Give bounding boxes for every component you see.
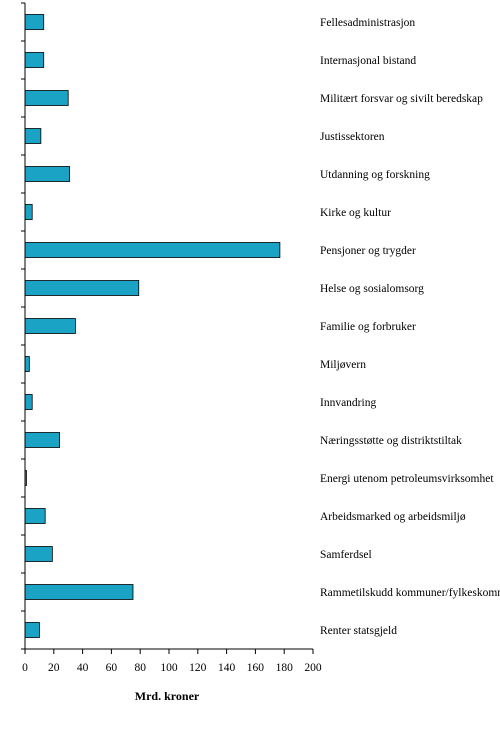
bar (24, 128, 42, 144)
category-label: Innvandring (320, 397, 376, 409)
bar (24, 356, 30, 372)
category-label: Miljøvern (320, 359, 366, 371)
y-axis-ticks (21, 2, 25, 650)
x-axis-ticks: 0 20 40 60 80 100 120 140 160 180 200 (22, 649, 322, 674)
bar (24, 622, 40, 638)
bar (24, 394, 33, 410)
x-tick-label: 100 (160, 662, 178, 674)
category-label: Pensjoner og trygder (320, 245, 416, 257)
category-label: Helse og sosialomsorg (320, 283, 424, 295)
x-tick-label: 0 (22, 662, 28, 674)
category-label: Fellesadministrasjon (320, 17, 415, 29)
category-label: Internasjonal bistand (320, 55, 416, 67)
bar (24, 52, 45, 68)
x-tick-label: 180 (276, 662, 294, 674)
bar (24, 204, 33, 220)
category-labels: Fellesadministrasjon Internasjonal bistan… (320, 17, 500, 637)
category-label: Familie og forbruker (320, 321, 416, 333)
category-label: Energi utenom petroleumsvirksomhet (320, 473, 494, 485)
x-tick-label: 80 (134, 662, 146, 674)
bar (24, 432, 60, 448)
bar (24, 584, 134, 600)
category-label: Kirke og kultur (320, 207, 391, 219)
x-tick-label: 120 (189, 662, 207, 674)
bar (24, 14, 45, 30)
category-label: Utdanning og forskning (320, 169, 430, 181)
bar (24, 546, 53, 562)
x-tick-label: 20 (48, 662, 60, 674)
bar (24, 318, 76, 334)
bar (24, 90, 69, 106)
x-axis-title: Mrd. kroner (135, 689, 200, 703)
category-label: Renter statsgjeld (320, 625, 397, 637)
bar (24, 242, 281, 258)
bar (24, 508, 46, 524)
category-label: Justissektoren (320, 131, 385, 143)
x-tick-label: 140 (218, 662, 236, 674)
bar (24, 166, 71, 182)
category-label: Arbeidsmarked og arbeidsmiljø (320, 511, 466, 523)
x-tick-label: 60 (106, 662, 118, 674)
category-label: Rammetilskudd kommuner/fylkeskommuner (320, 587, 500, 599)
category-label: Militært forsvar og sivilt beredskap (320, 93, 483, 105)
category-label: Næringsstøtte og distriktstiltak (320, 435, 462, 447)
x-tick-label: 160 (247, 662, 265, 674)
x-tick-label: 40 (77, 662, 89, 674)
x-tick-label: 200 (304, 662, 322, 674)
bar (24, 280, 140, 296)
bars-group (24, 14, 281, 638)
category-label: Samferdsel (320, 549, 372, 561)
